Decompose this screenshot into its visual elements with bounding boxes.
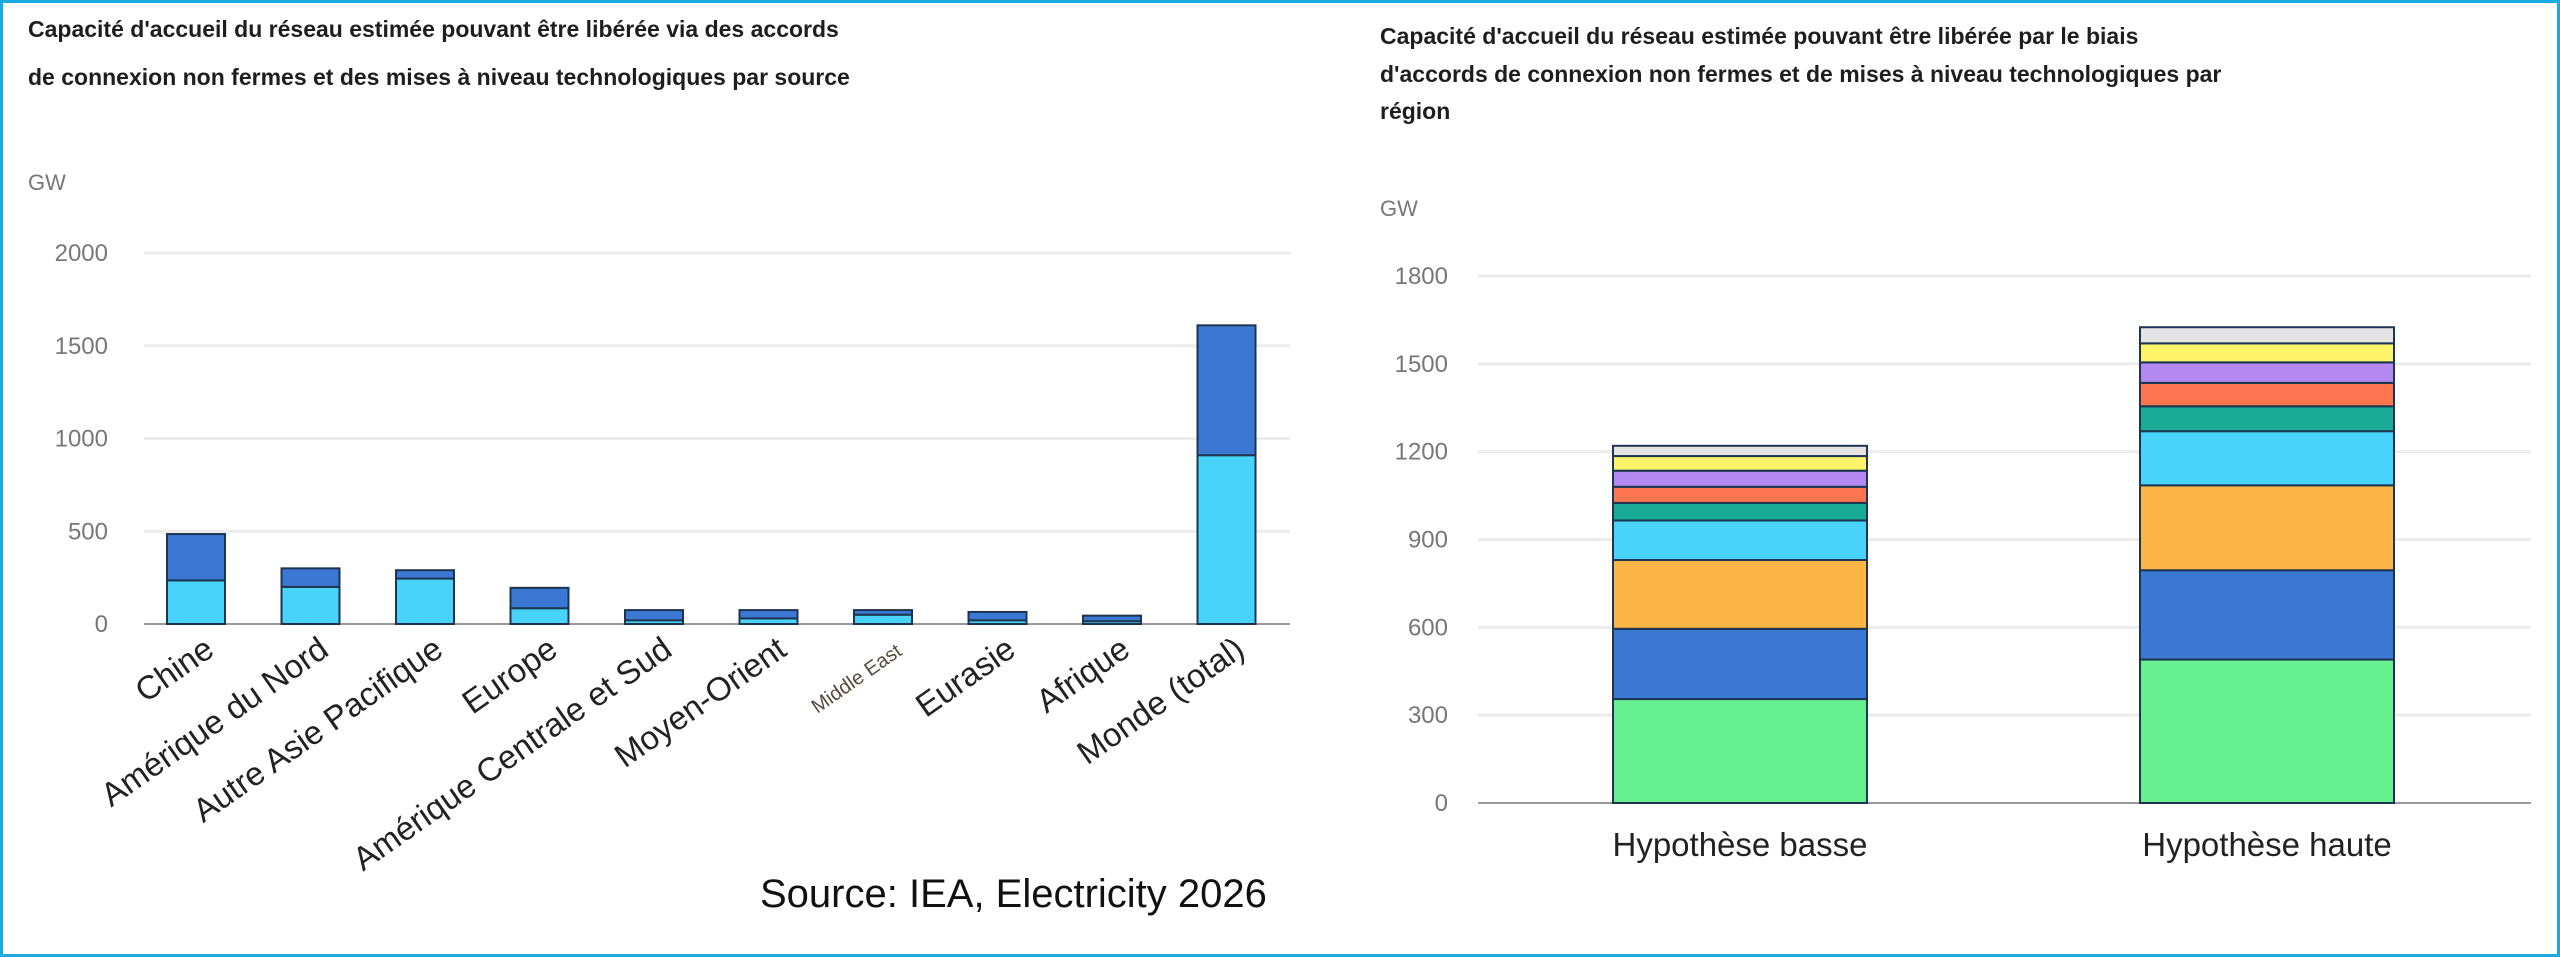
bar-segment	[1082, 614, 1142, 623]
chart-title: d'accords de connexion non fermes et de …	[1380, 61, 2221, 87]
bar-segment	[967, 610, 1028, 622]
bar-segment	[1612, 444, 1868, 458]
x-category-label: Middle East	[808, 640, 907, 718]
source-note: Source: IEA, Electricity 2026	[760, 872, 1267, 916]
chart-title: région	[1380, 98, 1450, 124]
bar-segment	[166, 533, 226, 582]
bar-segment	[509, 607, 570, 625]
y-axis-unit: GW	[28, 170, 66, 195]
bar-segment	[2139, 569, 2395, 661]
bar-segment	[2139, 405, 2395, 433]
y-tick-label: 900	[1408, 527, 1448, 554]
y-tick-label: 600	[1408, 614, 1448, 641]
bar-segment	[2139, 342, 2395, 364]
bar-segment	[1612, 558, 1868, 630]
bar-segment	[1612, 519, 1868, 561]
bar-segment	[1612, 469, 1868, 488]
y-tick-label: 1800	[1395, 263, 1448, 290]
x-category-label: Hypothèse haute	[2142, 826, 2392, 863]
bar-segment	[1612, 698, 1868, 805]
bar-segment	[1612, 485, 1868, 504]
bar-segment	[1612, 455, 1868, 472]
bar-segment	[853, 613, 913, 625]
chart-title: de connexion non fermes et des mises à n…	[28, 64, 850, 90]
chart-title: Capacité d'accueil du réseau estimée pou…	[1380, 23, 2138, 49]
bar-segment	[509, 586, 570, 610]
bar-segment	[1196, 454, 1257, 625]
y-tick-label: 1500	[1395, 351, 1448, 378]
y-axis-unit: GW	[1380, 196, 1418, 221]
bar-segment	[280, 567, 341, 588]
y-tick-label: 2000	[55, 240, 108, 267]
y-tick-label: 1000	[55, 426, 108, 453]
bar-segment	[738, 609, 799, 620]
bar-segment	[2139, 381, 2395, 408]
bar-segment	[280, 585, 341, 626]
bar-segment	[2139, 430, 2395, 487]
bar-segment	[166, 579, 226, 625]
x-category-label: Eurasie	[909, 629, 1022, 723]
bar-segment	[2139, 361, 2395, 384]
y-tick-label: 1500	[55, 333, 108, 360]
y-tick-label: 0	[95, 611, 108, 638]
bar-segment	[395, 569, 455, 580]
x-category-label: Hypothèse basse	[1613, 826, 1868, 863]
bar-segment	[2139, 658, 2395, 804]
y-tick-label: 300	[1408, 702, 1448, 729]
y-tick-label: 0	[1435, 790, 1448, 817]
bar-segment	[1612, 501, 1868, 522]
bar-segment	[395, 577, 455, 625]
x-category-label: Chine	[128, 629, 220, 709]
bar-segment	[2139, 326, 2395, 345]
chart-title: Capacité d'accueil du réseau estimée pou…	[28, 16, 839, 42]
bar-segment	[1612, 627, 1868, 701]
bar-segment	[1196, 324, 1257, 457]
bar-segment	[853, 609, 913, 616]
bar-segment	[624, 609, 684, 622]
y-tick-label: 500	[68, 518, 108, 545]
bar-segment	[2139, 484, 2395, 572]
y-tick-label: 1200	[1395, 439, 1448, 466]
